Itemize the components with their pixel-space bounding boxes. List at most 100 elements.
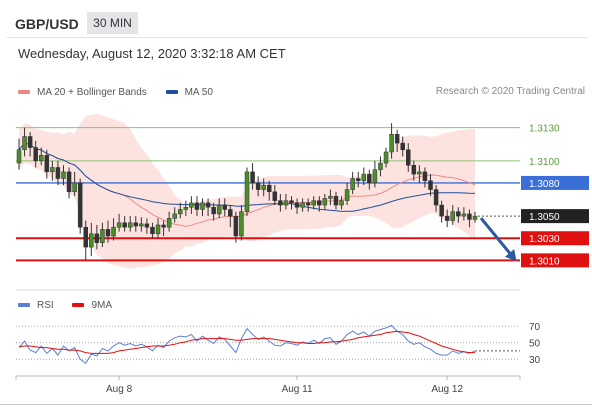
rsi-line-9ma: [18, 330, 475, 354]
candles-layer: [16, 123, 478, 261]
candle: [33, 140, 38, 168]
currency-pair-title: GBP/USD: [15, 16, 79, 32]
candle-body-up: [283, 200, 289, 206]
candle-body-down: [83, 226, 88, 248]
candle-body-down: [428, 180, 433, 190]
candle-body-up: [417, 171, 422, 175]
projection-arrow-icon: [479, 217, 517, 262]
candle: [133, 216, 139, 232]
candle-body-up: [166, 218, 172, 228]
level-label: 1.3130: [529, 124, 560, 135]
candle: [233, 211, 239, 243]
candle-body-up: [361, 173, 367, 181]
candle-body-down: [367, 173, 372, 184]
candle: [339, 196, 344, 210]
candle-body-down: [355, 178, 361, 181]
legend-item-bollinger: MA 20 + Bollinger Bands: [18, 87, 147, 98]
candle-body-down: [444, 215, 450, 221]
candle: [144, 218, 150, 234]
candle-body-down: [44, 155, 50, 173]
candle-body-down: [211, 207, 216, 215]
candle: [261, 178, 266, 197]
candle: [16, 138, 22, 170]
candle-body-down: [289, 200, 294, 204]
candle-body-up: [216, 204, 222, 215]
candle-body-down: [77, 182, 83, 228]
candle: [61, 165, 66, 186]
candle-body-up: [89, 233, 94, 248]
candle: [317, 196, 322, 212]
candle-body-down: [233, 215, 239, 237]
candle: [389, 123, 394, 159]
candle-body-up: [38, 155, 44, 162]
candle-body-up: [127, 222, 133, 228]
candle-body-down: [411, 164, 417, 175]
level-label: 1.3030: [529, 234, 560, 245]
rsi-legend: RSI 9MA: [18, 299, 128, 311]
candle: [22, 127, 27, 157]
candle-body-down: [467, 213, 472, 220]
candle-body-down: [33, 147, 38, 162]
candle-body-up: [472, 215, 478, 220]
candle-body-down: [456, 211, 461, 217]
candle-body-up: [461, 213, 467, 217]
candle-body-down: [205, 202, 211, 208]
candle-body-down: [272, 191, 278, 201]
candle: [406, 143, 411, 172]
candle: [461, 207, 467, 221]
candle-body-down: [422, 171, 428, 181]
candle-body-up: [344, 189, 350, 201]
candle-body-up: [172, 213, 177, 219]
candle: [361, 167, 367, 186]
candle: [344, 182, 350, 206]
level-label: 1.3100: [529, 157, 560, 168]
candle: [294, 198, 300, 214]
legend-label-bollinger: MA 20 + Bollinger Bands: [37, 86, 147, 98]
candle: [394, 129, 400, 152]
candle-body-down: [133, 222, 139, 227]
candle: [38, 147, 44, 166]
timeframe-badge[interactable]: 30 MIN: [87, 12, 138, 34]
candle: [27, 132, 33, 157]
candle: [77, 178, 83, 234]
candle: [55, 160, 61, 186]
rsi-line-rsi: [18, 324, 476, 365]
candle: [472, 211, 478, 223]
candle: [166, 211, 172, 232]
candle: [322, 194, 328, 210]
candle: [228, 205, 233, 228]
candle-body-down: [394, 134, 400, 144]
level-label: 1.3080: [529, 179, 560, 190]
legend-label-rsi: RSI: [37, 299, 54, 311]
candle-body-down: [222, 204, 228, 210]
ma9-swatch-icon: [72, 303, 85, 307]
candle-body-up: [189, 202, 194, 208]
candle: [300, 198, 305, 212]
candle: [355, 171, 361, 188]
candle: [89, 222, 94, 256]
candle: [239, 205, 244, 241]
candle-body-up: [322, 198, 328, 206]
candle-body-down: [317, 200, 322, 206]
candle: [311, 196, 316, 210]
candle: [400, 136, 405, 157]
candle-body-up: [350, 178, 355, 190]
candle: [283, 194, 289, 210]
candle: [178, 202, 183, 219]
candle: [417, 165, 422, 183]
legend-item-rsi: RSI: [18, 300, 54, 311]
candle-body-up: [328, 195, 333, 199]
level-labels-layer: 1.3130 1.3100 1.3080 1.3030 1.3010 1.3050: [479, 124, 589, 268]
candle: [444, 209, 450, 228]
candle: [116, 213, 122, 232]
research-credit: Research © 2020 Trading Central: [435, 86, 585, 97]
candle: [194, 196, 200, 217]
candle: [305, 198, 311, 212]
legend-label-9ma: 9MA: [91, 299, 113, 311]
candle-body-down: [278, 200, 283, 206]
candle-body-down: [255, 182, 261, 190]
candle-body-up: [178, 209, 183, 215]
candle: [422, 167, 428, 188]
candle: [127, 216, 133, 232]
